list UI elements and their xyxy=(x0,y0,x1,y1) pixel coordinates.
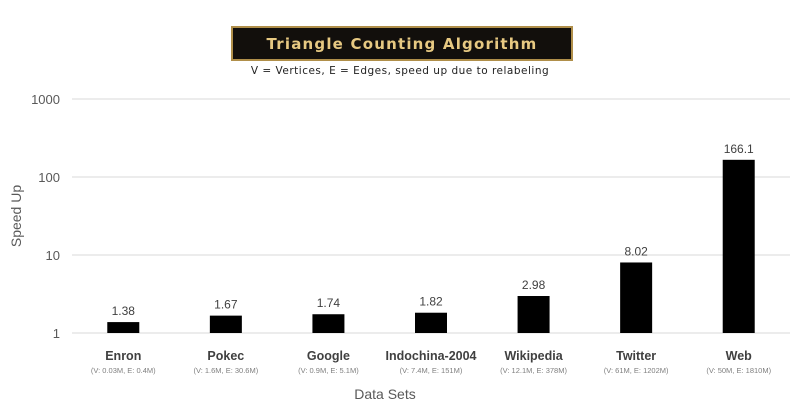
x-tick-label: Wikipedia xyxy=(504,349,563,363)
x-tick-label: Twitter xyxy=(616,349,656,363)
chart-title: Triangle Counting Algorithm xyxy=(266,34,538,53)
x-tick-label: Pokec xyxy=(207,349,244,363)
x-tick-label: Indochina-2004 xyxy=(386,349,477,363)
bar xyxy=(415,312,447,333)
chart-subtitle: V = Vertices, E = Edges, speed up due to… xyxy=(250,65,550,77)
x-tick-detail: (V: 0.9M, E: 5.1M) xyxy=(298,366,359,375)
bar-value-label: 1.38 xyxy=(112,304,136,318)
bar xyxy=(107,322,140,333)
y-axis-label: Speed Up xyxy=(8,185,24,247)
x-tick-detail: (V: 1.6M, E: 30.6M) xyxy=(193,366,258,375)
bar-value-label: 1.82 xyxy=(419,295,443,309)
x-tick-label: Web xyxy=(726,349,753,363)
x-tick-detail: (V: 12.1M, E: 378M) xyxy=(500,366,567,375)
bar xyxy=(312,314,345,333)
bar xyxy=(620,262,653,333)
y-tick-label: 10 xyxy=(46,248,60,263)
x-tick-detail: (V: 0.03M, E: 0.4M) xyxy=(91,366,156,375)
y-tick-label: 1000 xyxy=(31,92,60,107)
bar xyxy=(722,159,755,333)
bar-value-label: 166.1 xyxy=(724,142,754,156)
bar-value-label: 1.74 xyxy=(317,296,341,310)
x-tick-label: Google xyxy=(307,349,350,363)
x-tick-detail: (V: 61M, E: 1202M) xyxy=(604,366,669,375)
bar-value-label: 1.67 xyxy=(214,298,238,312)
x-tick-detail: (V: 7.4M, E: 151M) xyxy=(400,366,463,375)
y-tick-label: 1 xyxy=(53,326,60,341)
x-tick-detail: (V: 50M, E: 1810M) xyxy=(706,366,771,375)
bar xyxy=(209,315,242,333)
bar xyxy=(517,296,550,333)
y-tick-label: 100 xyxy=(38,170,60,185)
x-tick-label: Enron xyxy=(105,349,141,363)
bar-value-label: 2.98 xyxy=(522,278,546,292)
bar-value-label: 8.02 xyxy=(624,244,648,258)
chart-title-box: Triangle Counting Algorithm xyxy=(231,26,573,61)
x-axis-label: Data Sets xyxy=(354,386,415,402)
